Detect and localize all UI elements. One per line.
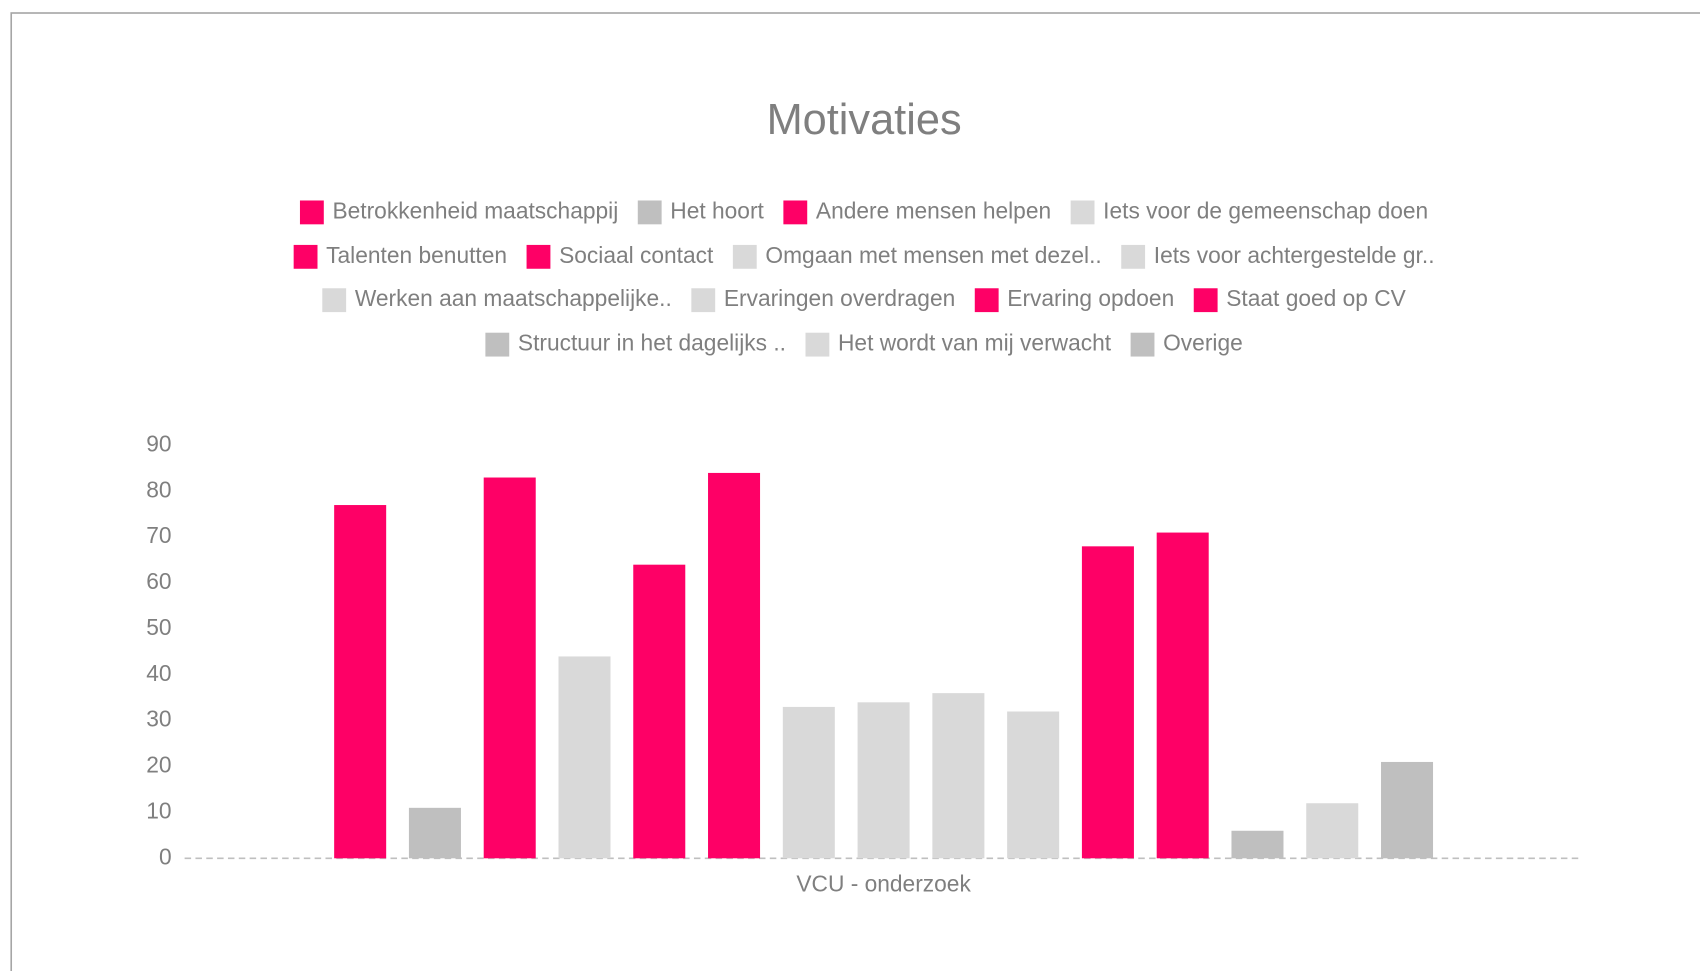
y-tick-label: 20 (146, 752, 171, 778)
bar (932, 693, 985, 859)
chart-frame (10, 12, 1700, 971)
bar (408, 807, 461, 859)
legend-item: Structuur in het dagelijks .. (485, 330, 786, 357)
legend-label: Overige (1163, 330, 1243, 356)
x-tick-label: VCU - onderzoek (796, 870, 971, 896)
legend-swatch (1193, 288, 1218, 313)
chart-title: Motivaties (767, 96, 962, 144)
legend-item: Ervaringen overdragen (691, 285, 955, 313)
bar (633, 564, 686, 859)
legend-label: Talenten benutten (326, 242, 507, 268)
legend-label: Ervaring opdoen (1007, 285, 1174, 311)
legend-swatch (1070, 200, 1095, 225)
bar (857, 702, 910, 859)
legend-swatch (526, 244, 551, 269)
legend-item: Het wordt van mij verwacht (805, 330, 1112, 357)
legend-item: Sociaal contact (526, 242, 714, 269)
legend-label: Staat goed op CV (1226, 285, 1406, 311)
legend-label: Het wordt van mij verwacht (838, 330, 1112, 356)
bar (483, 477, 536, 859)
legend-swatch (974, 288, 999, 313)
y-tick-label: 30 (146, 706, 171, 732)
legend-item: Het hoort (637, 197, 765, 225)
legend-label: Structuur in het dagelijks .. (518, 330, 786, 356)
bar (1081, 546, 1134, 859)
legend-item: Omgaan met mensen met dezel.. (732, 242, 1102, 269)
legend-swatch (485, 332, 510, 357)
legend-label: Ervaringen overdragen (724, 285, 955, 311)
legend-label: Werken aan maatschappelijke.. (355, 285, 672, 311)
legend-swatch (783, 200, 808, 225)
legend-swatch (637, 200, 662, 225)
y-tick-label: 10 (146, 797, 171, 823)
legend-item: Iets voor de gemeenschap doen (1070, 197, 1428, 225)
legend-label: Sociaal contact (559, 242, 714, 268)
y-tick-label: 50 (146, 614, 171, 640)
y-tick-label: 80 (146, 476, 171, 502)
legend-item: Andere mensen helpen (783, 197, 1051, 225)
bar (1156, 532, 1209, 859)
legend-swatch (732, 244, 757, 269)
bar (708, 472, 761, 859)
legend-swatch (691, 288, 716, 313)
legend-item: Ervaring opdoen (974, 285, 1174, 313)
bar (1007, 711, 1060, 859)
legend-item: Betrokkenheid maatschappij (299, 197, 618, 225)
legend-item: Overige (1130, 330, 1243, 357)
legend-label: Omgaan met mensen met dezel.. (765, 242, 1101, 268)
legend-label: Andere mensen helpen (816, 197, 1051, 223)
legend-label: Betrokkenheid maatschappij (332, 197, 618, 223)
legend-label: Het hoort (670, 197, 764, 223)
legend-label: Iets voor achtergestelde gr.. (1154, 242, 1435, 268)
bar (1381, 761, 1434, 859)
bar (334, 505, 387, 859)
legend-swatch (805, 332, 830, 357)
legend-item: Talenten benutten (293, 242, 507, 269)
y-tick-label: 60 (146, 568, 171, 594)
legend-swatch (1130, 332, 1155, 357)
legend-swatch (322, 288, 347, 313)
bar (1306, 803, 1359, 859)
y-tick-label: 40 (146, 660, 171, 686)
y-tick-label: 70 (146, 522, 171, 548)
bar (1231, 830, 1284, 859)
y-tick-label: 90 (146, 430, 171, 456)
legend-label: Iets voor de gemeenschap doen (1103, 197, 1428, 223)
legend-item: Werken aan maatschappelijke.. (322, 285, 672, 313)
legend-swatch (1121, 244, 1146, 269)
legend-swatch (293, 244, 318, 269)
bar (782, 706, 835, 859)
legend-swatch (299, 200, 324, 225)
legend-item: Iets voor achtergestelde gr.. (1121, 242, 1435, 269)
y-tick-label: 0 (159, 843, 172, 869)
bar (558, 656, 611, 859)
legend-item: Staat goed op CV (1193, 285, 1407, 313)
